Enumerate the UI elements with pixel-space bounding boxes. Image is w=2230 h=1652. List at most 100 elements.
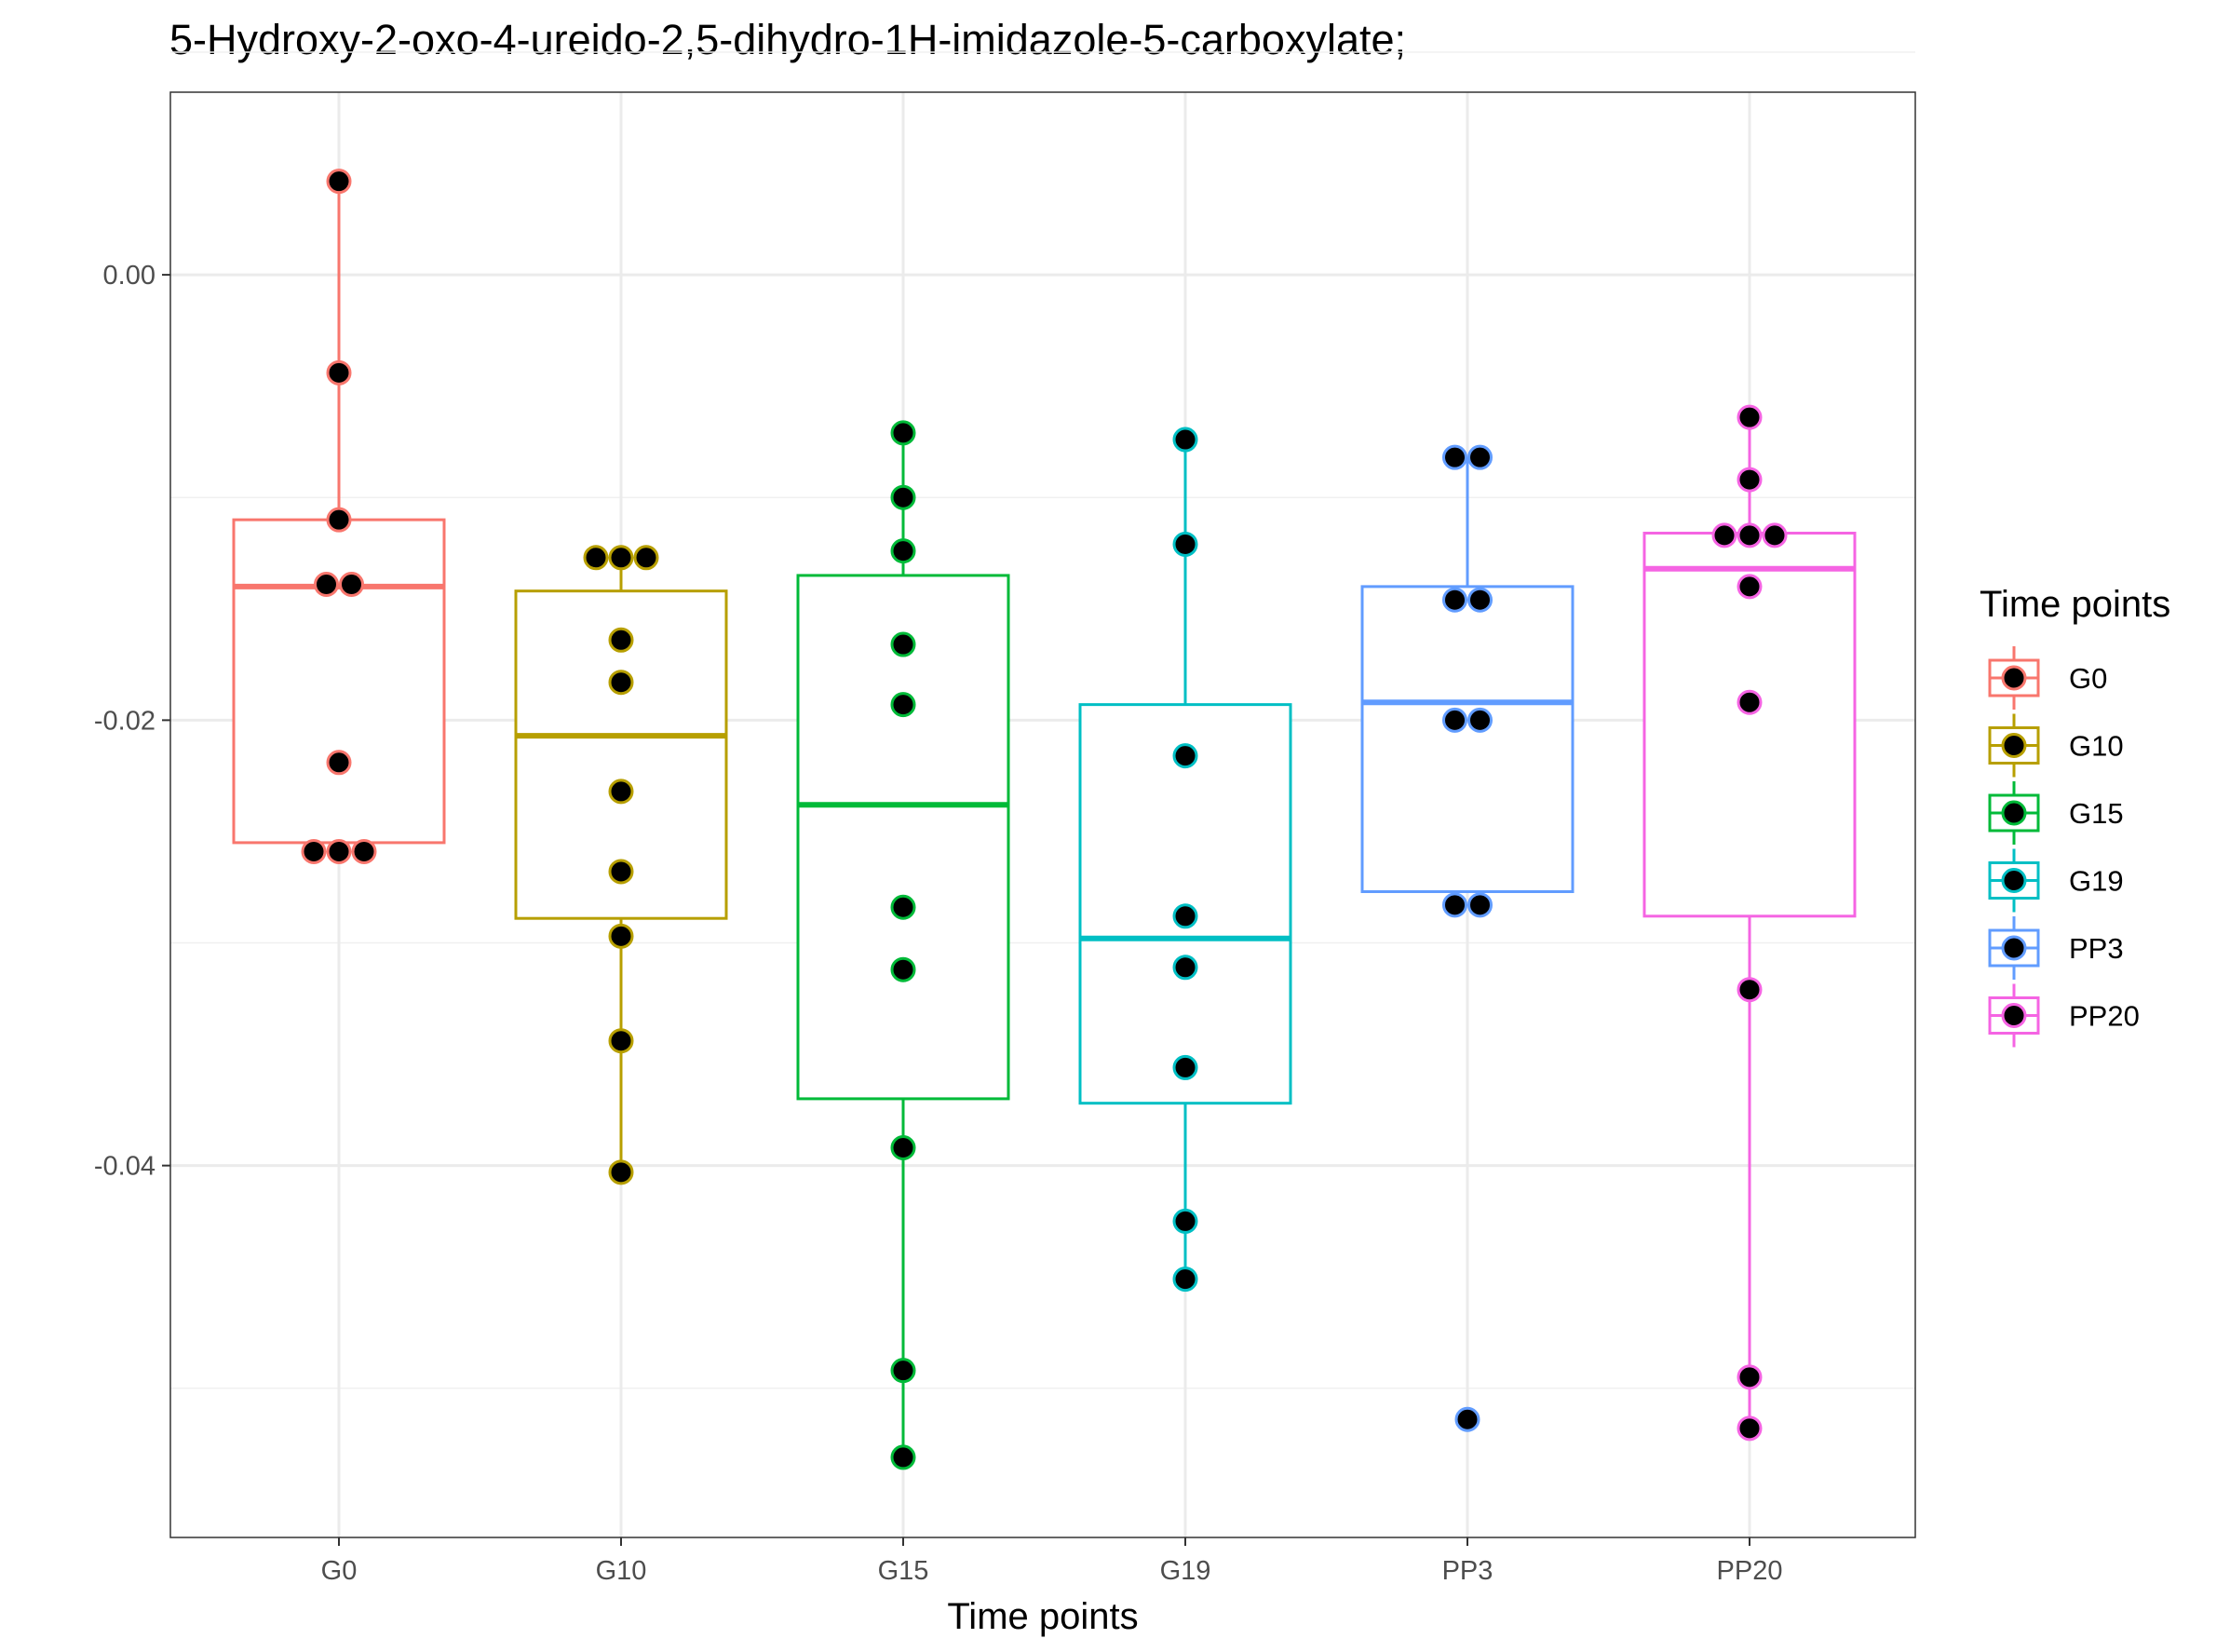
legend: G0 G10 G15 G19 PP3 PP20 bbox=[1988, 646, 2140, 1048]
legend-key-point-PP3 bbox=[2001, 935, 2027, 961]
x-axis: G0 G10 G15 G19 PP3 PP20 bbox=[321, 1537, 1783, 1586]
point-G19-2 bbox=[1172, 743, 1198, 769]
x-tick-label-G19: G19 bbox=[1160, 1556, 1211, 1586]
box-G15 bbox=[796, 432, 1010, 1457]
point-G0-6 bbox=[301, 838, 327, 864]
y-tick-label-2: -0.04 bbox=[94, 1152, 155, 1182]
point-PP20-9 bbox=[1737, 1415, 1763, 1442]
point-G19-0 bbox=[1172, 427, 1198, 453]
legend-item-G10: G10 bbox=[1988, 713, 2124, 778]
y-axis: 0.00 -0.02 -0.04 bbox=[94, 261, 170, 1182]
point-G15-1 bbox=[890, 484, 916, 510]
legend-key-point-PP20 bbox=[2001, 1003, 2027, 1028]
x-tick-label-G10: G10 bbox=[596, 1556, 647, 1586]
point-G10-2 bbox=[633, 545, 659, 571]
legend-key-point-G10 bbox=[2001, 733, 2027, 758]
point-G10-9 bbox=[608, 1159, 634, 1185]
point-PP3-3 bbox=[1467, 587, 1493, 613]
point-G15-5 bbox=[890, 894, 916, 920]
legend-key-point-G0 bbox=[2001, 665, 2027, 691]
x-tick-label-G0: G0 bbox=[321, 1556, 358, 1586]
legend-title: Time points bbox=[1980, 584, 2170, 625]
legend-label-G15: G15 bbox=[2069, 797, 2124, 830]
point-G0-8 bbox=[351, 838, 377, 864]
point-G15-8 bbox=[890, 1358, 916, 1384]
data-points bbox=[301, 169, 1788, 1470]
point-PP20-0 bbox=[1737, 404, 1763, 430]
point-PP20-1 bbox=[1737, 467, 1763, 493]
point-PP20-2 bbox=[1711, 522, 1737, 548]
point-PP3-7 bbox=[1467, 892, 1493, 918]
legend-label-PP20: PP20 bbox=[2069, 1000, 2140, 1033]
point-G10-1 bbox=[608, 545, 634, 571]
point-G10-7 bbox=[608, 923, 634, 949]
point-G15-7 bbox=[890, 1135, 916, 1161]
legend-label-G10: G10 bbox=[2069, 730, 2124, 763]
point-G15-6 bbox=[890, 956, 916, 982]
point-PP3-6 bbox=[1442, 892, 1467, 918]
point-G0-3 bbox=[314, 571, 339, 597]
point-PP20-7 bbox=[1737, 977, 1763, 1003]
y-tick-label-0: 0.00 bbox=[103, 261, 155, 291]
plot-panel-border bbox=[169, 91, 1916, 1538]
plot-background bbox=[170, 92, 1915, 1537]
box-PP3 bbox=[1360, 457, 1575, 894]
point-G0-4 bbox=[339, 571, 364, 597]
legend-item-G19: G19 bbox=[1988, 848, 2124, 913]
box-iqr-PP3 bbox=[1360, 585, 1575, 894]
legend-key-point-G19 bbox=[2001, 868, 2027, 893]
box-iqr-G15 bbox=[796, 574, 1010, 1101]
point-G15-0 bbox=[890, 420, 916, 446]
point-PP20-4 bbox=[1762, 522, 1788, 548]
point-G10-0 bbox=[583, 545, 609, 571]
point-PP3-4 bbox=[1442, 707, 1467, 733]
point-G19-1 bbox=[1172, 531, 1198, 557]
x-axis-title: Time points bbox=[947, 1596, 1138, 1637]
point-PP3-1 bbox=[1467, 444, 1493, 470]
point-G0-7 bbox=[326, 838, 352, 864]
point-PP3-0 bbox=[1442, 444, 1467, 470]
point-G15-3 bbox=[890, 631, 916, 657]
point-G10-5 bbox=[608, 779, 634, 805]
y-tick-label-1: -0.02 bbox=[94, 706, 155, 736]
legend-label-G0: G0 bbox=[2069, 662, 2107, 695]
point-G0-5 bbox=[326, 750, 352, 776]
point-G19-6 bbox=[1172, 1208, 1198, 1234]
point-G19-5 bbox=[1172, 1054, 1198, 1080]
point-G0-2 bbox=[326, 507, 352, 533]
point-PP20-6 bbox=[1737, 689, 1763, 715]
x-tick-label-PP20: PP20 bbox=[1717, 1556, 1783, 1586]
point-PP3-8 bbox=[1454, 1406, 1480, 1432]
legend-item-PP3: PP3 bbox=[1988, 916, 2124, 980]
legend-label-PP3: PP3 bbox=[2069, 932, 2124, 965]
legend-item-PP20: PP20 bbox=[1988, 983, 2140, 1048]
legend-item-G15: G15 bbox=[1988, 781, 2124, 845]
legend-item-G0: G0 bbox=[1988, 646, 2107, 710]
point-PP20-3 bbox=[1737, 522, 1763, 548]
point-G15-9 bbox=[890, 1444, 916, 1470]
point-G15-2 bbox=[890, 538, 916, 564]
chart-title: 5-Hydroxy-2-oxo-4-ureido-2,5-dihydro-1H-… bbox=[169, 16, 1406, 63]
x-tick-label-PP3: PP3 bbox=[1442, 1556, 1493, 1586]
point-G10-6 bbox=[608, 859, 634, 885]
point-G10-4 bbox=[608, 670, 634, 696]
point-G19-4 bbox=[1172, 955, 1198, 981]
point-G19-7 bbox=[1172, 1266, 1198, 1293]
point-G15-4 bbox=[890, 692, 916, 718]
point-G0-1 bbox=[326, 359, 352, 386]
legend-label-G19: G19 bbox=[2069, 865, 2124, 898]
box-G19 bbox=[1078, 440, 1292, 1280]
boxplots bbox=[232, 181, 1857, 1457]
box-iqr-G0 bbox=[232, 518, 446, 845]
point-PP20-5 bbox=[1737, 574, 1763, 600]
point-PP20-8 bbox=[1737, 1364, 1763, 1390]
legend-key-point-G15 bbox=[2001, 800, 2027, 826]
point-PP3-2 bbox=[1442, 587, 1467, 613]
point-G0-0 bbox=[326, 169, 352, 195]
point-G19-3 bbox=[1172, 903, 1198, 929]
point-G10-3 bbox=[608, 627, 634, 653]
point-PP3-5 bbox=[1467, 707, 1493, 733]
x-tick-label-G15: G15 bbox=[878, 1556, 929, 1586]
point-G10-8 bbox=[608, 1028, 634, 1054]
